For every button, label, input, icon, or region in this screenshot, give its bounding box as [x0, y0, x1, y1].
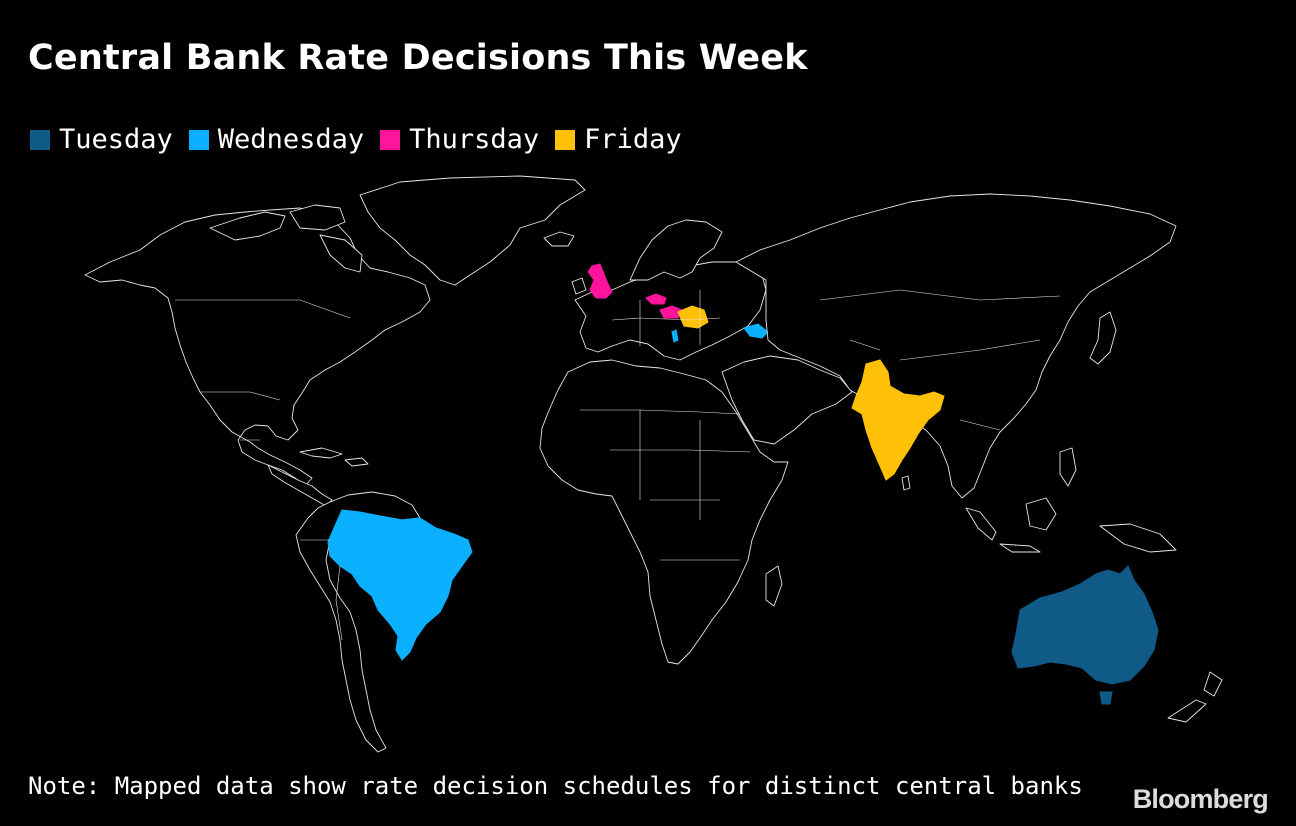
japan — [1089, 311, 1117, 365]
legend-swatch-wednesday — [188, 129, 209, 150]
hispaniola — [344, 457, 369, 467]
tasmania — [1099, 691, 1113, 705]
new-zealand-south — [1167, 699, 1207, 723]
bloomberg-logo: Bloomberg — [1132, 784, 1269, 814]
indonesia-sumatra — [965, 507, 997, 541]
brazil — [327, 509, 473, 661]
czech-republic — [645, 293, 667, 305]
indonesia-java — [999, 543, 1041, 553]
legend-label-wednesday: Wednesday — [217, 124, 365, 155]
georgia — [743, 323, 769, 339]
scandinavia — [629, 219, 723, 281]
map-note: Note: Mapped data show rate decision sch… — [28, 772, 1083, 800]
asia — [735, 193, 1177, 499]
legend-item-tuesday: Tuesday — [30, 124, 173, 155]
north-america — [84, 207, 431, 487]
borders-africa — [580, 409, 751, 561]
borders-europe — [611, 290, 721, 346]
arctic-islands — [209, 211, 286, 241]
australia — [1011, 565, 1159, 685]
baffin-island — [319, 234, 363, 273]
madagascar — [765, 565, 783, 607]
philippines — [1059, 447, 1077, 487]
legend-swatch-friday — [555, 129, 576, 150]
legend-item-wednesday: Wednesday — [188, 124, 365, 155]
legend: Tuesday Wednesday Thursday Friday — [30, 124, 698, 155]
sri-lanka — [901, 475, 911, 491]
united-kingdom — [587, 263, 613, 299]
india — [851, 359, 945, 481]
legend-label-thursday: Thursday — [409, 124, 540, 155]
arctic-islands-2 — [289, 204, 346, 231]
legend-swatch-thursday — [380, 129, 401, 150]
map-title: Central Bank Rate Decisions This Week — [28, 38, 808, 78]
new-guinea — [1099, 523, 1177, 553]
world-map — [84, 175, 1223, 753]
borneo — [1025, 497, 1057, 531]
middle-east — [721, 355, 853, 445]
cuba — [299, 447, 343, 459]
borders-asia — [819, 289, 1061, 431]
iceland — [543, 231, 575, 247]
new-zealand — [1203, 671, 1223, 697]
africa — [539, 359, 789, 665]
legend-item-friday: Friday — [555, 124, 682, 155]
legend-swatch-tuesday — [30, 129, 50, 150]
borders-south-america — [300, 539, 343, 641]
albania — [671, 329, 679, 343]
legend-label-friday: Friday — [584, 124, 682, 155]
greenland — [359, 175, 586, 286]
borders-north-america — [175, 299, 351, 441]
legend-label-tuesday: Tuesday — [59, 124, 173, 155]
legend-item-thursday: Thursday — [380, 124, 539, 155]
romania — [677, 305, 709, 329]
ireland — [571, 277, 587, 295]
